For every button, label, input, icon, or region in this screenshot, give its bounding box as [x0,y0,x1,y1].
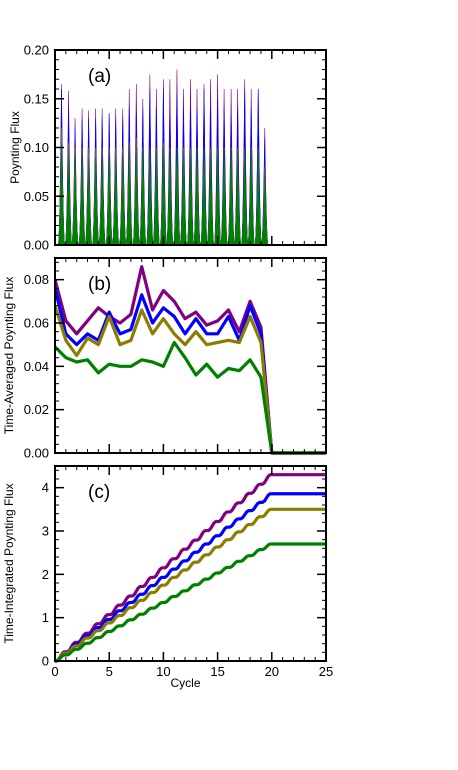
panel-label: (b) [88,274,111,295]
panel-2: 0.00 0.02 0.04 0.06 0.08 (b) Time-Averaged Poy… [2,257,327,461]
y-tick-label: 0.08 [24,272,49,287]
y-tick-label: 3 [42,524,49,539]
pulse [132,147,141,246]
pulse [179,150,188,246]
pulse [78,155,86,246]
pulse [213,147,222,246]
pulse [159,147,168,246]
series-line-1 [55,473,326,663]
panel-label: (c) [88,482,110,503]
y-axis-label: Poynting Flux [8,111,22,184]
x-tick-label: 10 [156,664,170,679]
y-tick-label: 1 [42,610,49,625]
plot-area [57,69,269,246]
x-tick-label: 25 [319,664,333,679]
y-tick-label: 0.06 [24,316,49,331]
pulse [247,150,256,246]
pulse [227,149,236,246]
pulse [173,147,181,246]
x-tick-label: 20 [265,664,279,679]
x-tick-label: 15 [210,664,224,679]
panel-1: 0.00 0.05 0.10 0.15 0.20 (a) Poynting Flux [8,43,327,253]
pulse [145,147,154,246]
pulse [91,157,100,246]
y-tick-label: 0.10 [24,140,49,155]
y-tick-label: 0 [42,654,49,669]
pulse [84,159,93,246]
pulse [260,176,269,246]
panel-3: 0 1 2 3 4 0 5 10 15 20 25 (c) Time-Integrated Poynti… [2,465,333,690]
pulse [57,142,66,246]
y-axis-label: Time-Integrated Poynting Flux [2,483,16,643]
plot-area [55,473,326,663]
plot-frame [54,257,327,454]
pulse [152,149,161,246]
pulse [105,157,114,246]
pulse [138,149,147,246]
y-tick-label: 0.05 [24,189,49,204]
y-tick-label: 0.00 [24,446,49,461]
pulse [111,159,120,246]
x-axis-label: Cycle [170,676,200,690]
pulse [254,149,263,246]
pulse [166,149,174,246]
pulse [64,149,73,246]
y-tick-label: 0.15 [24,91,49,106]
y-tick-label: 0.04 [24,359,49,374]
series-line-3 [55,507,326,663]
pulse [118,157,127,246]
series-4 [57,142,269,246]
y-tick-label: 2 [42,567,49,582]
y-tick-label: 0.02 [24,402,49,417]
pulse [220,150,228,246]
panel-label: (a) [88,66,111,87]
y-tick-label: 4 [42,480,49,495]
pulse [98,155,107,246]
pulse [240,147,249,246]
y-tick-label: 0.20 [24,43,49,58]
pulse [193,150,201,246]
y-tick-label: 0.00 [24,238,49,253]
pulse [200,147,208,246]
pulse [233,150,242,246]
pulse [186,149,195,246]
pulse [206,149,215,246]
plot-frame [54,465,327,662]
x-tick-label: 5 [106,664,113,679]
series-line-2 [55,492,326,663]
series-line-4 [55,542,326,663]
x-tick-label: 0 [51,664,58,679]
series-line-4 [55,340,326,455]
y-axis-label: Time-Averaged Poynting Flux [2,277,16,434]
pulse [125,152,134,246]
pulse [71,157,79,246]
